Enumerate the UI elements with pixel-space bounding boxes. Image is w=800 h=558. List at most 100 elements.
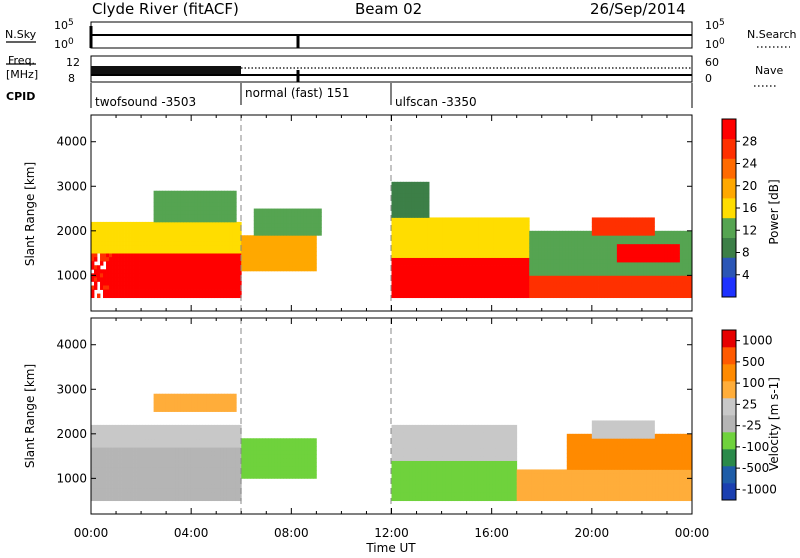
heatmap-cell xyxy=(610,222,613,227)
heatmap-cell xyxy=(583,290,586,294)
heatmap-cell xyxy=(674,271,677,275)
heatmap-cell xyxy=(406,213,409,217)
heatmap-cell xyxy=(213,407,216,412)
heatmap-cell xyxy=(499,274,502,278)
heatmap-cell xyxy=(277,462,280,466)
heatmap-cell xyxy=(226,257,229,261)
heatmap-cell xyxy=(668,253,671,258)
heatmap-cell xyxy=(187,472,190,477)
heatmap-cell xyxy=(190,294,193,298)
heatmap-cell xyxy=(181,285,184,289)
heatmap-cell xyxy=(145,492,148,497)
heatmap-cell xyxy=(133,447,136,452)
heatmap-cell xyxy=(257,220,260,224)
heatmap-cell xyxy=(157,394,160,399)
heatmap-cell xyxy=(233,195,236,199)
heatmap-cell xyxy=(289,255,292,259)
heatmap-cell xyxy=(208,281,211,285)
heatmap-cell xyxy=(301,235,304,239)
heatmap-cell xyxy=(520,238,523,242)
heatmap-cell xyxy=(617,249,620,254)
heatmap-cell xyxy=(235,269,238,273)
heatmap-cell xyxy=(553,235,556,239)
heatmap-cell xyxy=(277,216,280,220)
heatmap-cell xyxy=(178,464,181,469)
freq-panel xyxy=(91,56,692,82)
heatmap-cell xyxy=(520,270,523,274)
heatmap-cell xyxy=(106,241,109,245)
heatmap-cell xyxy=(205,472,208,477)
heatmap-cell xyxy=(208,464,211,469)
heatmap-cell xyxy=(208,497,211,502)
heatmap-cell xyxy=(268,235,271,239)
heatmap-cell xyxy=(454,221,457,225)
heatmap-cell xyxy=(562,287,565,291)
heatmap-cell xyxy=(109,429,112,433)
heatmap-cell xyxy=(196,238,199,242)
heatmap-cell xyxy=(232,226,235,230)
heatmap-cell xyxy=(193,285,196,289)
heatmap-cell xyxy=(217,476,220,481)
heatmap-cell xyxy=(235,253,238,257)
heatmap-cell xyxy=(198,195,201,199)
heatmap-cell xyxy=(227,403,230,408)
heatmap-cell xyxy=(271,450,274,454)
heatmap-cell xyxy=(259,255,262,259)
heatmap-cell xyxy=(154,206,157,210)
heatmap-cell xyxy=(175,273,178,277)
heatmap-cell xyxy=(190,261,193,265)
heatmap-cell xyxy=(626,258,629,263)
heatmap-cell xyxy=(310,446,313,450)
heatmap-cell xyxy=(559,283,562,287)
heatmap-cell xyxy=(656,290,659,294)
heatmap-cell xyxy=(553,271,556,275)
heatmap-cell xyxy=(445,250,448,254)
heatmap-cell xyxy=(94,455,97,460)
heatmap-cell xyxy=(244,474,247,478)
heatmap-cell xyxy=(271,251,274,255)
heatmap-cell xyxy=(142,436,145,440)
heatmap-cell xyxy=(400,190,403,194)
heatmap-cell xyxy=(535,294,538,298)
heatmap-cell xyxy=(175,468,178,473)
heatmap-cell xyxy=(532,239,535,243)
heatmap-cell xyxy=(526,217,529,221)
heatmap-cell xyxy=(436,282,439,286)
heatmap-cell xyxy=(91,440,94,444)
heatmap-cell xyxy=(397,250,400,254)
heatmap-cell xyxy=(418,242,421,246)
heatmap-cell xyxy=(253,235,256,239)
heatmap-cell xyxy=(595,231,598,236)
heatmap-cell xyxy=(184,285,187,289)
heatmap-cell xyxy=(181,281,184,285)
heatmap-cell xyxy=(160,285,163,289)
heatmap-cell xyxy=(235,468,238,473)
heatmap-cell xyxy=(596,294,599,298)
heatmap-cell xyxy=(559,255,562,259)
heatmap-cell xyxy=(118,440,121,444)
heatmap-cell xyxy=(400,238,403,242)
heatmap-cell xyxy=(659,258,662,263)
heatmap-cell xyxy=(106,238,109,242)
heatmap-cell xyxy=(250,462,253,466)
heatmap-cell xyxy=(178,443,181,447)
heatmap-cell xyxy=(289,251,292,255)
heatmap-cell xyxy=(310,220,313,224)
heatmap-cell xyxy=(130,290,133,294)
heatmap-cell xyxy=(196,455,199,460)
heatmap-cell xyxy=(208,472,211,477)
heatmap-cell xyxy=(641,267,644,271)
heatmap-cell xyxy=(163,281,166,285)
heatmap-cell xyxy=(460,250,463,254)
heatmap-cell xyxy=(418,262,421,266)
heatmap-cell xyxy=(162,199,165,203)
heatmap-cell xyxy=(207,214,210,218)
heatmap-cell xyxy=(568,243,571,247)
heatmap-cell xyxy=(177,210,180,214)
heatmap-cell xyxy=(124,440,127,444)
heatmap-cell xyxy=(580,247,583,251)
heatmap-cell xyxy=(568,239,571,243)
heatmap-cell xyxy=(157,202,160,206)
heatmap-cell xyxy=(183,398,186,403)
